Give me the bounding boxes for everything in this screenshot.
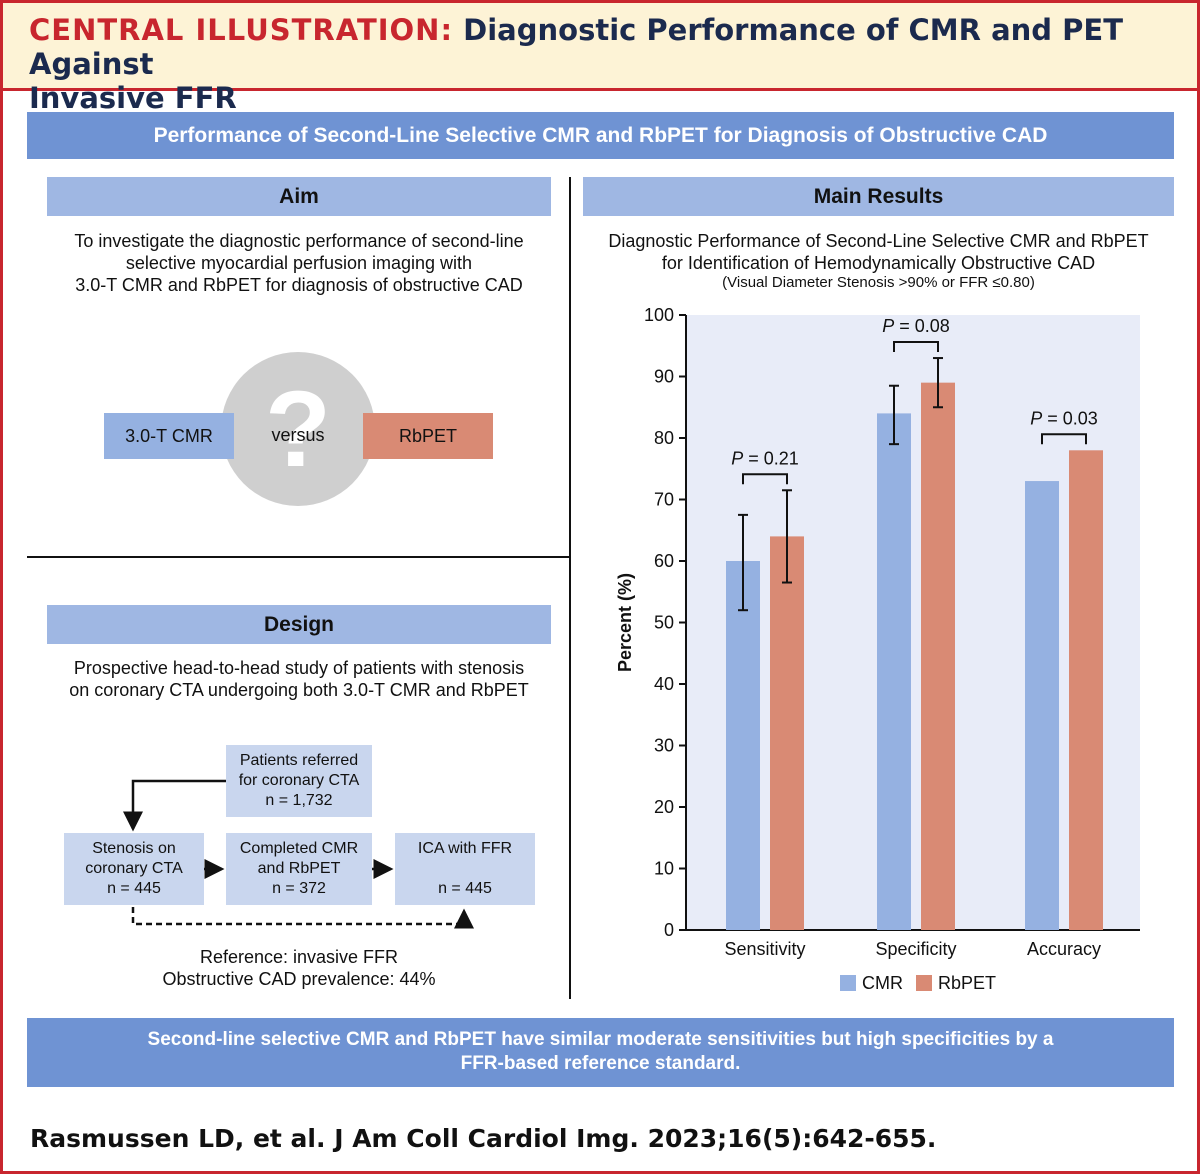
versus-label: versus <box>271 425 325 445</box>
bar-rbpet-specificity <box>921 382 955 930</box>
flow-box-referred: Patients referred for coronary CTA n = 1… <box>226 745 372 817</box>
design-line-1: Prospective head-to-head study of patien… <box>73 658 525 678</box>
flow-referred-line-3: n = 1,732 <box>265 792 333 809</box>
horizontal-divider <box>27 556 571 558</box>
plot-background <box>686 315 1140 930</box>
p-value-label: P = 0.03 <box>1030 408 1098 428</box>
p-value-label: P = 0.21 <box>731 448 799 468</box>
conclusion-line-2: FFR-based reference standard. <box>460 1053 741 1074</box>
flow-box-ica: ICA with FFR n = 445 <box>395 833 535 905</box>
aim-heading: Aim <box>47 177 551 216</box>
header: CENTRAL ILLUSTRATION: Diagnostic Perform… <box>3 3 1197 115</box>
legend-swatch-rbpet <box>916 975 932 991</box>
header-title-part1: Diagnostic Performance of CMR and PET Ag… <box>29 13 1123 81</box>
y-tick-label: 60 <box>654 551 674 571</box>
flow-ica-line-3: n = 445 <box>438 880 492 897</box>
design-footer-line-1: Reference: invasive FFR <box>199 947 399 967</box>
flow-referred-line-1: Patients referred <box>239 752 359 769</box>
flow-stenosis-line-1: Stenosis on <box>92 840 176 857</box>
legend-swatch-cmr <box>840 975 856 991</box>
conclusion-line-1: Second-line selective CMR and RbPET have… <box>147 1029 1054 1050</box>
flow-completed-line-2: and RbPET <box>257 860 341 877</box>
y-tick-label: 40 <box>654 674 674 694</box>
conclusion-banner: Second-line selective CMR and RbPET have… <box>27 1018 1174 1087</box>
aim-line-2: selective myocardial perfusion imaging w… <box>125 253 473 273</box>
chart-title-line-2: for Identification of Hemodynamically Ob… <box>661 253 1096 273</box>
bar-cmr-sensitivity <box>726 561 760 930</box>
results-heading: Main Results <box>583 177 1174 216</box>
rbpet-box: RbPET <box>363 413 493 459</box>
flow-stenosis-line-3: n = 445 <box>107 880 161 897</box>
aim-line-3: 3.0-T CMR and RbPET for diagnosis of obs… <box>75 275 523 295</box>
chart-subtitle: (Visual Diameter Stenosis >90% or FFR ≤0… <box>722 274 1035 291</box>
design-line-2: on coronary CTA undergoing both 3.0-T CM… <box>69 680 529 700</box>
header-title-line-1: CENTRAL ILLUSTRATION: Diagnostic Perform… <box>29 13 1197 81</box>
bar-rbpet-sensitivity <box>770 536 804 930</box>
design-footer-line-2: Obstructive CAD prevalence: 44% <box>162 969 436 989</box>
x-category-label: Sensitivity <box>724 939 805 959</box>
p-value-label: P = 0.08 <box>882 316 950 336</box>
flow-box-completed: Completed CMR and RbPET n = 372 <box>226 833 372 905</box>
design-footer: Reference: invasive FFR Obstructive CAD … <box>27 946 571 990</box>
flow-completed-line-1: Completed CMR <box>239 840 359 857</box>
dashed-arrow-stenosis-to-ica <box>131 907 474 929</box>
aim-text: To investigate the diagnostic performanc… <box>27 230 571 296</box>
significance-bracket <box>1041 433 1087 445</box>
header-label: CENTRAL ILLUSTRATION: <box>29 13 454 47</box>
arrow-referred-to-stenosis <box>123 779 226 832</box>
y-tick-label: 20 <box>654 797 674 817</box>
y-tick-label: 70 <box>654 490 674 510</box>
design-text: Prospective head-to-head study of patien… <box>27 657 571 701</box>
bar-cmr-accuracy <box>1025 481 1059 930</box>
y-tick-label: 30 <box>654 736 674 756</box>
legend-label-cmr: CMR <box>862 973 903 993</box>
significance-bracket <box>742 473 788 485</box>
flow-referred-line-2: for coronary CTA <box>238 772 360 789</box>
chart-title-line-1: Diagnostic Performance of Second-Line Se… <box>608 231 1149 251</box>
flow-arrows <box>123 779 474 929</box>
y-tick-label: 90 <box>654 367 674 387</box>
flow-ica-line-1: ICA with FFR <box>417 840 513 857</box>
cmr-box: 3.0-T CMR <box>104 413 234 459</box>
flow-stenosis-line-2: coronary CTA <box>85 860 183 877</box>
chart-title: Diagnostic Performance of Second-Line Se… <box>583 230 1174 292</box>
header-title-line-2: Invasive FFR <box>29 81 237 115</box>
y-tick-label: 80 <box>654 428 674 448</box>
bar-rbpet-accuracy <box>1069 450 1103 930</box>
aim-line-1: To investigate the diagnostic performanc… <box>74 231 524 251</box>
flow-completed-line-3: n = 372 <box>272 880 326 897</box>
bar-chart: 0 10 20 30 40 50 60 70 80 90 100 Percent (%) P = 0.2… <box>615 305 1140 993</box>
citation: Rasmussen LD, et al. J Am Coll Cardiol I… <box>30 1124 937 1153</box>
design-heading: Design <box>47 605 551 644</box>
y-axis-label: Percent (%) <box>615 573 635 672</box>
vertical-divider <box>569 177 571 999</box>
y-tick-label: 100 <box>644 305 674 325</box>
legend-label-rbpet: RbPET <box>938 973 996 993</box>
question-mark-icon: ? <box>221 352 375 506</box>
x-category-label: Specificity <box>875 939 956 959</box>
significance-bracket <box>893 341 939 353</box>
x-category-label: Accuracy <box>1027 939 1101 959</box>
y-tick-label: 10 <box>654 859 674 879</box>
top-banner: Performance of Second-Line Selective CMR… <box>27 112 1174 159</box>
flow-box-stenosis: Stenosis on coronary CTA n = 445 <box>64 833 204 905</box>
y-tick-label: 50 <box>654 613 674 633</box>
bar-cmr-specificity <box>877 413 911 930</box>
y-tick-label: 0 <box>664 920 674 940</box>
